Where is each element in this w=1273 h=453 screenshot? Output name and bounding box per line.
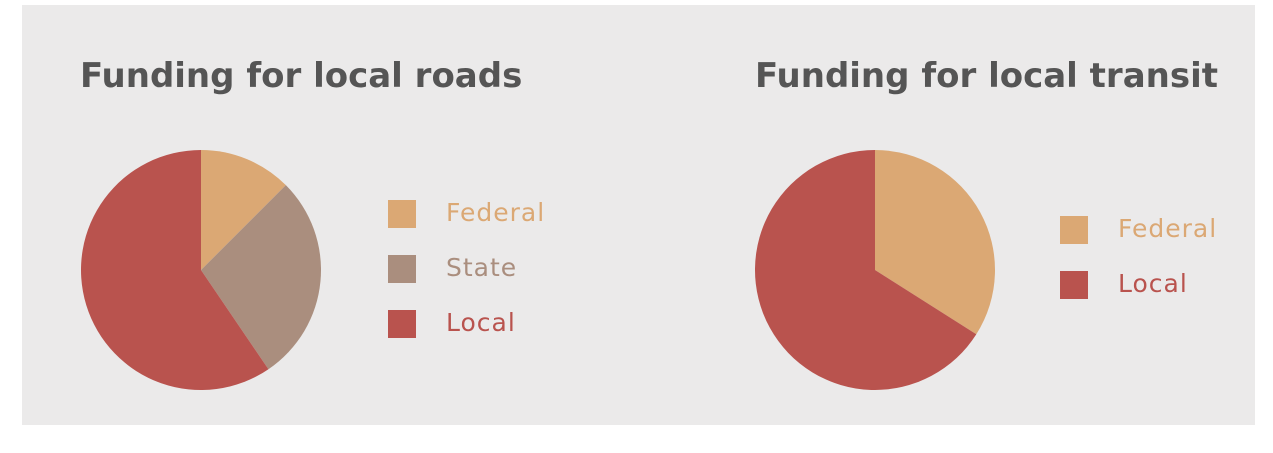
pie-slice [755,150,977,391]
chart-title: Funding for local roads [80,56,522,96]
legend-label: Federal [446,198,545,227]
legend-label: Local [446,308,516,337]
legend-swatch [388,200,416,228]
legend-label: Federal [1118,214,1217,243]
legend-label: Local [1118,269,1188,298]
legend-swatch [388,255,416,283]
legend-swatch [388,310,416,338]
chart-title: Funding for local transit [755,56,1218,96]
pie-slice [81,150,269,390]
legend-swatch [1060,216,1088,244]
pie-slice [201,185,321,370]
legend-swatch [1060,271,1088,299]
pie-slice [201,150,286,270]
legend-label: State [446,253,517,282]
pie-slice [875,150,995,335]
